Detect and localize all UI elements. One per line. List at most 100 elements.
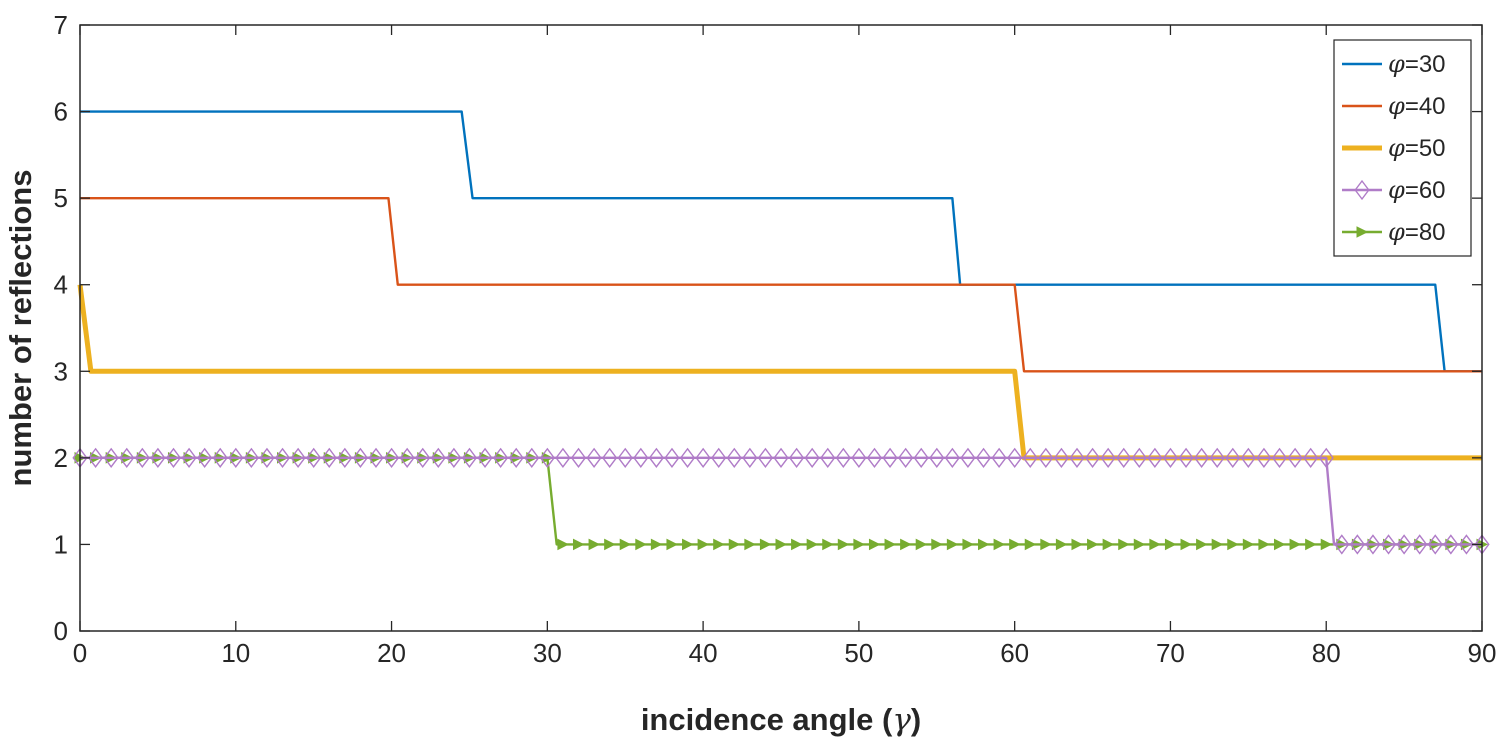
data-point-marker bbox=[368, 447, 384, 469]
data-point-marker bbox=[588, 538, 601, 551]
data-point-marker bbox=[1133, 538, 1146, 551]
data-point-marker bbox=[321, 447, 337, 469]
data-point-marker bbox=[181, 447, 197, 469]
data-point-marker bbox=[1007, 447, 1023, 469]
data-point-marker bbox=[415, 447, 431, 469]
data-point-marker bbox=[1303, 447, 1319, 469]
legend-entry: φ=50 bbox=[1342, 134, 1446, 162]
data-point-marker bbox=[853, 538, 866, 551]
data-point-marker bbox=[1147, 447, 1163, 469]
axis-layer: 0 10 20 30 40 50 60 70 80 90 0 1 2 3 4 5 6 7 bbox=[54, 10, 1497, 668]
data-point-marker bbox=[666, 538, 679, 551]
data-point-marker bbox=[1258, 538, 1271, 551]
data-point-marker bbox=[960, 447, 976, 469]
data-point-marker bbox=[1349, 534, 1366, 555]
data-point-marker bbox=[804, 447, 820, 469]
data-point-marker bbox=[399, 447, 415, 469]
x-tick-label: 30 bbox=[533, 638, 562, 668]
data-point-marker bbox=[822, 538, 834, 551]
data-point-marker bbox=[993, 538, 1006, 551]
series-layer bbox=[72, 110, 1490, 555]
data-point-marker bbox=[1084, 447, 1101, 469]
data-point-marker bbox=[602, 447, 618, 469]
data-point-marker bbox=[775, 538, 788, 551]
data-point-marker bbox=[1240, 447, 1256, 469]
data-point-marker bbox=[274, 447, 291, 469]
x-tick-label: 70 bbox=[1156, 638, 1185, 668]
data-point-marker bbox=[744, 538, 756, 551]
x-tick-label: 20 bbox=[377, 638, 406, 668]
x-tick-label: 90 bbox=[1468, 638, 1497, 668]
legend-marker bbox=[1354, 179, 1370, 201]
data-point-marker bbox=[555, 447, 571, 469]
legend-label: φ=30 bbox=[1388, 50, 1446, 78]
data-point-marker bbox=[524, 447, 540, 469]
y-tick-label: 7 bbox=[54, 10, 68, 40]
data-point-marker bbox=[682, 538, 694, 551]
data-point-marker bbox=[243, 447, 259, 469]
plot-frame bbox=[79, 24, 1483, 632]
data-point-marker bbox=[1164, 538, 1177, 551]
data-point-marker bbox=[1102, 538, 1115, 551]
data-point-marker bbox=[1196, 538, 1208, 551]
data-point-marker bbox=[212, 447, 228, 469]
data-point-marker bbox=[962, 538, 975, 551]
data-point-marker bbox=[788, 447, 805, 469]
data-point-marker bbox=[648, 447, 665, 469]
legend-label: φ=50 bbox=[1388, 134, 1446, 162]
x-tick-label: 40 bbox=[689, 638, 718, 668]
data-point-marker bbox=[604, 538, 616, 551]
data-point-marker bbox=[1320, 538, 1333, 551]
legend-entry: φ=30 bbox=[1342, 50, 1446, 78]
data-point-marker bbox=[757, 447, 774, 469]
data-point-marker bbox=[944, 447, 960, 469]
data-point-marker bbox=[946, 538, 959, 551]
data-point-marker bbox=[1038, 447, 1054, 469]
data-point-marker bbox=[1334, 534, 1350, 555]
series-0 bbox=[80, 110, 1482, 373]
data-point-marker bbox=[1256, 447, 1272, 469]
data-point-marker bbox=[337, 447, 353, 469]
data-point-marker bbox=[383, 447, 400, 469]
y-tick-label: 2 bbox=[54, 443, 68, 473]
data-point-marker bbox=[1053, 447, 1070, 469]
data-point-marker bbox=[1024, 538, 1037, 551]
data-point-marker bbox=[759, 538, 772, 551]
legend-label: φ=40 bbox=[1388, 92, 1446, 120]
legend-entry: φ=40 bbox=[1342, 92, 1446, 120]
data-point-marker bbox=[897, 447, 914, 469]
data-point-marker bbox=[1318, 447, 1334, 469]
series-3 bbox=[72, 447, 1490, 555]
series-line bbox=[80, 196, 1482, 373]
data-point-marker bbox=[586, 447, 602, 469]
data-point-marker bbox=[1131, 447, 1147, 469]
y-tick-label: 5 bbox=[54, 183, 68, 213]
y-tick-label: 3 bbox=[54, 356, 68, 386]
data-point-marker bbox=[1009, 538, 1021, 551]
data-point-marker bbox=[868, 538, 881, 551]
data-point-marker bbox=[1069, 447, 1085, 469]
data-point-marker bbox=[87, 447, 104, 469]
data-point-marker bbox=[915, 538, 928, 551]
data-point-marker bbox=[975, 447, 992, 469]
data-point-marker bbox=[290, 447, 306, 469]
data-point-marker bbox=[851, 447, 867, 469]
x-axis-title: incidence angle (γ) bbox=[641, 702, 921, 738]
series-1 bbox=[80, 196, 1482, 373]
data-point-marker bbox=[866, 447, 883, 469]
data-point-marker bbox=[1287, 447, 1303, 469]
data-point-marker bbox=[913, 447, 929, 469]
data-point-marker bbox=[1100, 447, 1116, 469]
data-point-marker bbox=[1180, 538, 1193, 551]
data-point-marker bbox=[572, 538, 585, 551]
data-point-marker bbox=[900, 538, 912, 551]
series-line bbox=[80, 456, 1482, 546]
data-point-marker bbox=[1178, 447, 1194, 469]
legend-entry: φ=80 bbox=[1342, 218, 1446, 246]
x-tick-label: 50 bbox=[844, 638, 873, 668]
data-point-marker bbox=[835, 447, 851, 469]
data-point-marker bbox=[791, 538, 803, 551]
data-point-marker bbox=[837, 538, 850, 551]
x-tick-label: 60 bbox=[1000, 638, 1029, 668]
